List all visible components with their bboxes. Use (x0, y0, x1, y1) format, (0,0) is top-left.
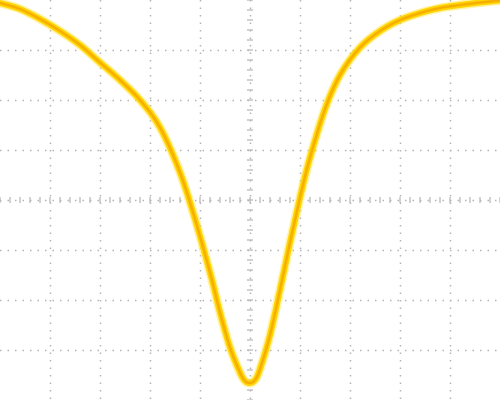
data-point (194, 218, 197, 221)
data-point (229, 346, 232, 349)
data-point (269, 334, 272, 337)
data-point (289, 241, 292, 244)
data-point (259, 368, 262, 371)
data-point (379, 30, 382, 33)
data-point (39, 18, 42, 21)
trace-line (0, 1, 500, 384)
data-point (299, 196, 302, 199)
data-point (209, 271, 212, 274)
data-point (399, 19, 402, 22)
data-point-layer (0, 0, 500, 385)
data-point (359, 46, 362, 49)
data-point (249, 382, 252, 385)
data-point (419, 12, 422, 15)
trace-layer (0, 1, 500, 384)
data-point (59, 30, 62, 33)
data-point (279, 289, 282, 292)
data-point (254, 379, 257, 382)
data-point (309, 156, 312, 159)
data-point (239, 371, 242, 374)
data-point (159, 126, 162, 129)
data-point (439, 7, 442, 10)
data-point (219, 311, 222, 314)
data-point (244, 380, 247, 383)
data-point (324, 108, 327, 111)
data-point (339, 74, 342, 77)
data-point (19, 8, 22, 11)
trace-glow (0, 1, 500, 384)
data-point (139, 99, 142, 102)
data-point (479, 1, 482, 4)
trace-core (0, 1, 500, 384)
data-point (79, 44, 82, 47)
data-point (99, 61, 102, 64)
data-point (459, 4, 462, 7)
data-point (179, 171, 182, 174)
data-point (119, 79, 122, 82)
